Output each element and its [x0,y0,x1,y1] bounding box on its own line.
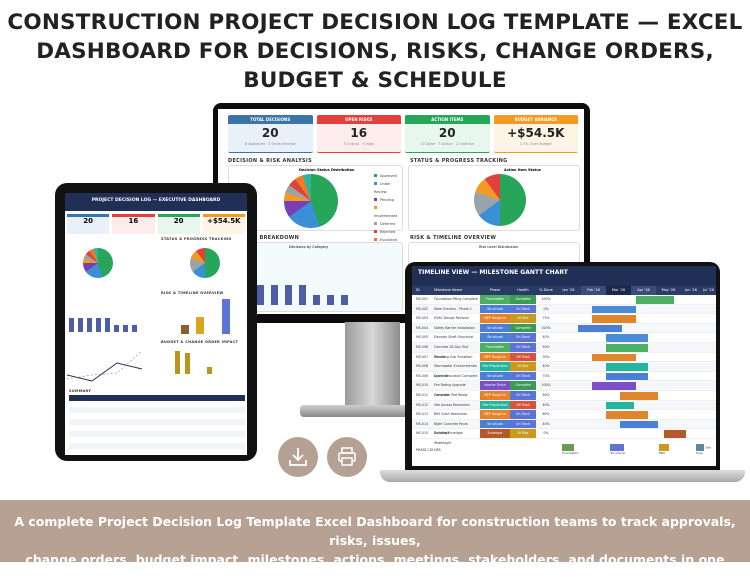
gantt-title: TIMELINE VIEW — MILESTONE GANTT CHART [412,266,716,286]
laptop-base [380,470,745,482]
tablet-kpis: 20 16 20 +$54.5K [65,211,247,237]
decision-status-pie [284,174,338,228]
tablet-category-bars [69,318,137,332]
gantt-row[interactable]: MS-010 Fire Rating Upgrade Complete Interi… [412,381,716,397]
kpi-action-items: ACTION ITEMS 20 10 Done · 3 Active · 2 O… [405,115,490,153]
gantt-row[interactable]: MS-015 Building Envelope Watertight Envelo… [412,429,716,445]
kpi-row: TOTAL DECISIONS 20 8 Approved · 3 Under … [218,109,584,153]
gantt-row[interactable]: MS-006 Concrete 28-Day Test Results Founda… [412,342,716,359]
monitor-stand [345,322,400,412]
tablet-dashboard-title: PROJECT DECISION LOG — EXECUTIVE DASHBOA… [65,193,247,211]
tablet-action-pie [190,248,220,278]
page-headline: CONSTRUCTION PROJECT DECISION LOG TEMPLA… [7,10,743,93]
kpi-open-risks: OPEN RISKS 16 3 Critical · 5 High [316,115,401,153]
section-title: SEVERITY BREAKDOWN [228,235,300,241]
gantt-row[interactable]: MS-013 BIM Clash Resolution MEP Rough-In On… [412,410,716,420]
risk-bar-high [222,299,230,334]
pie-legend: Approved Under Review Pending Implemente… [374,172,402,252]
download-icon[interactable] [278,437,318,477]
decision-status-panel: Decision Status Distribution Approved Un… [228,165,403,250]
laptop-screen: TIMELINE VIEW — MILESTONE GANTT CHART ID… [412,266,716,466]
gantt-row[interactable]: MS-007 Plumbing Sub Transition MEP Rough-I… [412,352,716,363]
risk-bar-medium [196,317,204,334]
gantt-row[interactable]: MS-001 Foundation Piling Complete Foundati… [412,295,716,305]
category-bar-panel: Decisions by Category [228,242,403,312]
gantt-footer-label: PHASE COLORS [416,448,441,452]
gantt-phase-legend: Foundation Structural MEP Site Prep [562,444,711,455]
summary-table-header [69,395,245,401]
budget-bar [175,351,180,374]
gantt-row[interactable]: MS-009 Crane Relocation Complete Structura… [412,371,716,382]
gantt-row[interactable]: MS-008 Stormwater Environmental Approval S… [412,362,716,378]
gantt-header-row: ID Milestone Name Phase Health % Done Ja… [412,286,716,295]
printer-icon[interactable] [327,437,367,477]
tablet-trend-line-chart [67,350,143,382]
section-title: RISK & TIMELINE OVERVIEW [410,235,497,241]
kpi-budget-variance: BUDGET VARIANCE +$54.5K 1.5% Over Budget [493,115,578,153]
footer-banner: A complete Project Decision Log Template… [0,500,750,586]
section-title: DECISION & RISK ANALYSIS [228,158,312,164]
category-bar-chart [243,285,348,305]
gantt-row[interactable]: MS-004 Safety Barrier Installation Structu… [412,323,716,334]
gantt-row[interactable]: MS-003 HVAC Design Revision MEP Rough-In At… [412,314,716,324]
action-status-pie [474,174,526,226]
action-status-panel: Action Item Status [408,165,580,231]
risk-bar-low [181,325,189,334]
budget-bar [185,353,190,374]
tablet-decision-pie [83,248,113,278]
gantt-row[interactable]: MS-011 Generator Pad Ready MEP Rough-In On … [412,390,716,401]
section-title: STATUS & PROGRESS TRACKING [410,158,508,164]
gantt-row[interactable]: MS-012 Site Access Resolution Site Prepara… [412,400,716,411]
tablet-screen: PROJECT DECISION LOG — EXECUTIVE DASHBOA… [65,193,247,455]
gantt-body: MS-001 Foundation Piling Complete Foundati… [412,295,716,445]
budget-bar [207,367,212,374]
gantt-row[interactable]: MS-014 Night Concrete Pours Complete Struc… [412,419,716,435]
kpi-total-decisions: TOTAL DECISIONS 20 8 Approved · 3 Under … [228,115,313,153]
monitor-screen: TOTAL DECISIONS 20 8 Approved · 3 Under … [218,109,584,314]
gantt-row[interactable]: MS-002 Steel Erection - Phase 1 Structural… [412,304,716,315]
summary-table-body [69,401,245,449]
